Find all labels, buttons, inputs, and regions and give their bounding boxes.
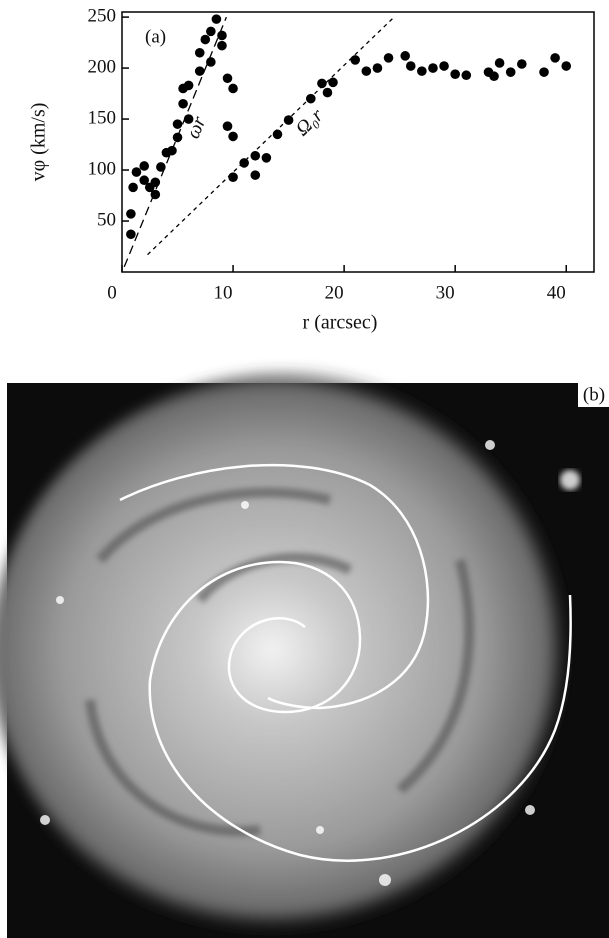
data-point xyxy=(183,114,194,124)
data-point xyxy=(272,129,283,140)
x-tick-label: 0 xyxy=(107,282,117,303)
data-point xyxy=(250,170,261,180)
data-point xyxy=(217,30,227,41)
data-point xyxy=(372,63,383,73)
panel-label: (a) xyxy=(145,26,166,47)
data-point xyxy=(150,177,161,188)
x-tick-label: 20 xyxy=(325,282,344,303)
y-tick-label: 150 xyxy=(88,107,117,128)
data-point xyxy=(350,55,361,65)
dust-lanes xyxy=(85,487,475,837)
data-point xyxy=(156,162,166,172)
data-point xyxy=(328,77,338,88)
data-point xyxy=(167,145,177,156)
data-point xyxy=(126,209,136,219)
data-point xyxy=(222,121,233,131)
star-knots xyxy=(40,440,580,886)
data-point xyxy=(494,58,505,68)
y-tick-label: 200 xyxy=(88,56,117,77)
data-point xyxy=(183,80,194,91)
data-point xyxy=(461,70,472,81)
plot-frame xyxy=(121,11,595,273)
data-point xyxy=(194,66,205,76)
x-tick-label: 30 xyxy=(436,282,455,303)
data-point xyxy=(211,14,222,24)
data-point xyxy=(250,150,261,161)
label-box xyxy=(578,383,609,407)
data-point xyxy=(517,59,527,69)
data-point xyxy=(283,115,294,125)
data-point xyxy=(217,40,227,51)
y-tick-label: 100 xyxy=(88,158,117,179)
model-line xyxy=(123,16,227,268)
data-point xyxy=(428,63,438,73)
data-point xyxy=(172,119,183,129)
x-tick-label: 40 xyxy=(547,282,566,303)
data-point xyxy=(439,61,449,71)
data-point xyxy=(505,67,516,77)
data-point xyxy=(561,61,572,71)
data-point xyxy=(206,26,216,37)
data-point xyxy=(194,47,205,58)
data-point xyxy=(200,34,211,45)
data-point xyxy=(131,167,142,177)
y-axis-label: vφ (km/s) xyxy=(28,103,50,182)
data-point xyxy=(178,98,188,109)
x-tick-label: 10 xyxy=(214,282,233,303)
data-point xyxy=(405,61,416,71)
data-point xyxy=(361,66,372,76)
data-point xyxy=(126,229,136,240)
data-point xyxy=(139,161,150,171)
data-point xyxy=(139,175,150,186)
panel-label: (b) xyxy=(583,384,605,405)
data-point xyxy=(550,53,560,63)
data-point xyxy=(539,67,549,77)
plot-a: (a) r (arcsec) vφ (km/s) 0 10 20 30 40 50 100 1… xyxy=(28,5,595,334)
data-point xyxy=(239,158,249,168)
data-point xyxy=(222,73,233,84)
x-axis-label: r (arcsec) xyxy=(303,312,378,334)
data-point xyxy=(228,131,238,142)
data-point xyxy=(450,69,460,79)
model-line xyxy=(147,16,395,256)
data-point xyxy=(128,182,138,193)
data-point xyxy=(206,57,216,67)
image-panel-b: (b) xyxy=(0,370,609,938)
data-point xyxy=(383,53,394,63)
data-point xyxy=(400,51,411,61)
data-point xyxy=(417,66,427,76)
y-tick-label: 250 xyxy=(88,5,117,26)
line-label: Ω₀r xyxy=(291,104,327,140)
data-point xyxy=(261,153,272,163)
data-point xyxy=(228,172,238,182)
data-point xyxy=(489,71,499,82)
data-point xyxy=(172,132,183,143)
data-point xyxy=(306,93,316,104)
y-tick-label: 50 xyxy=(97,209,116,230)
spiral-arms xyxy=(119,463,572,862)
data-point xyxy=(228,83,238,94)
data-point xyxy=(150,189,161,200)
data-point xyxy=(322,87,333,98)
data-point xyxy=(317,78,327,89)
